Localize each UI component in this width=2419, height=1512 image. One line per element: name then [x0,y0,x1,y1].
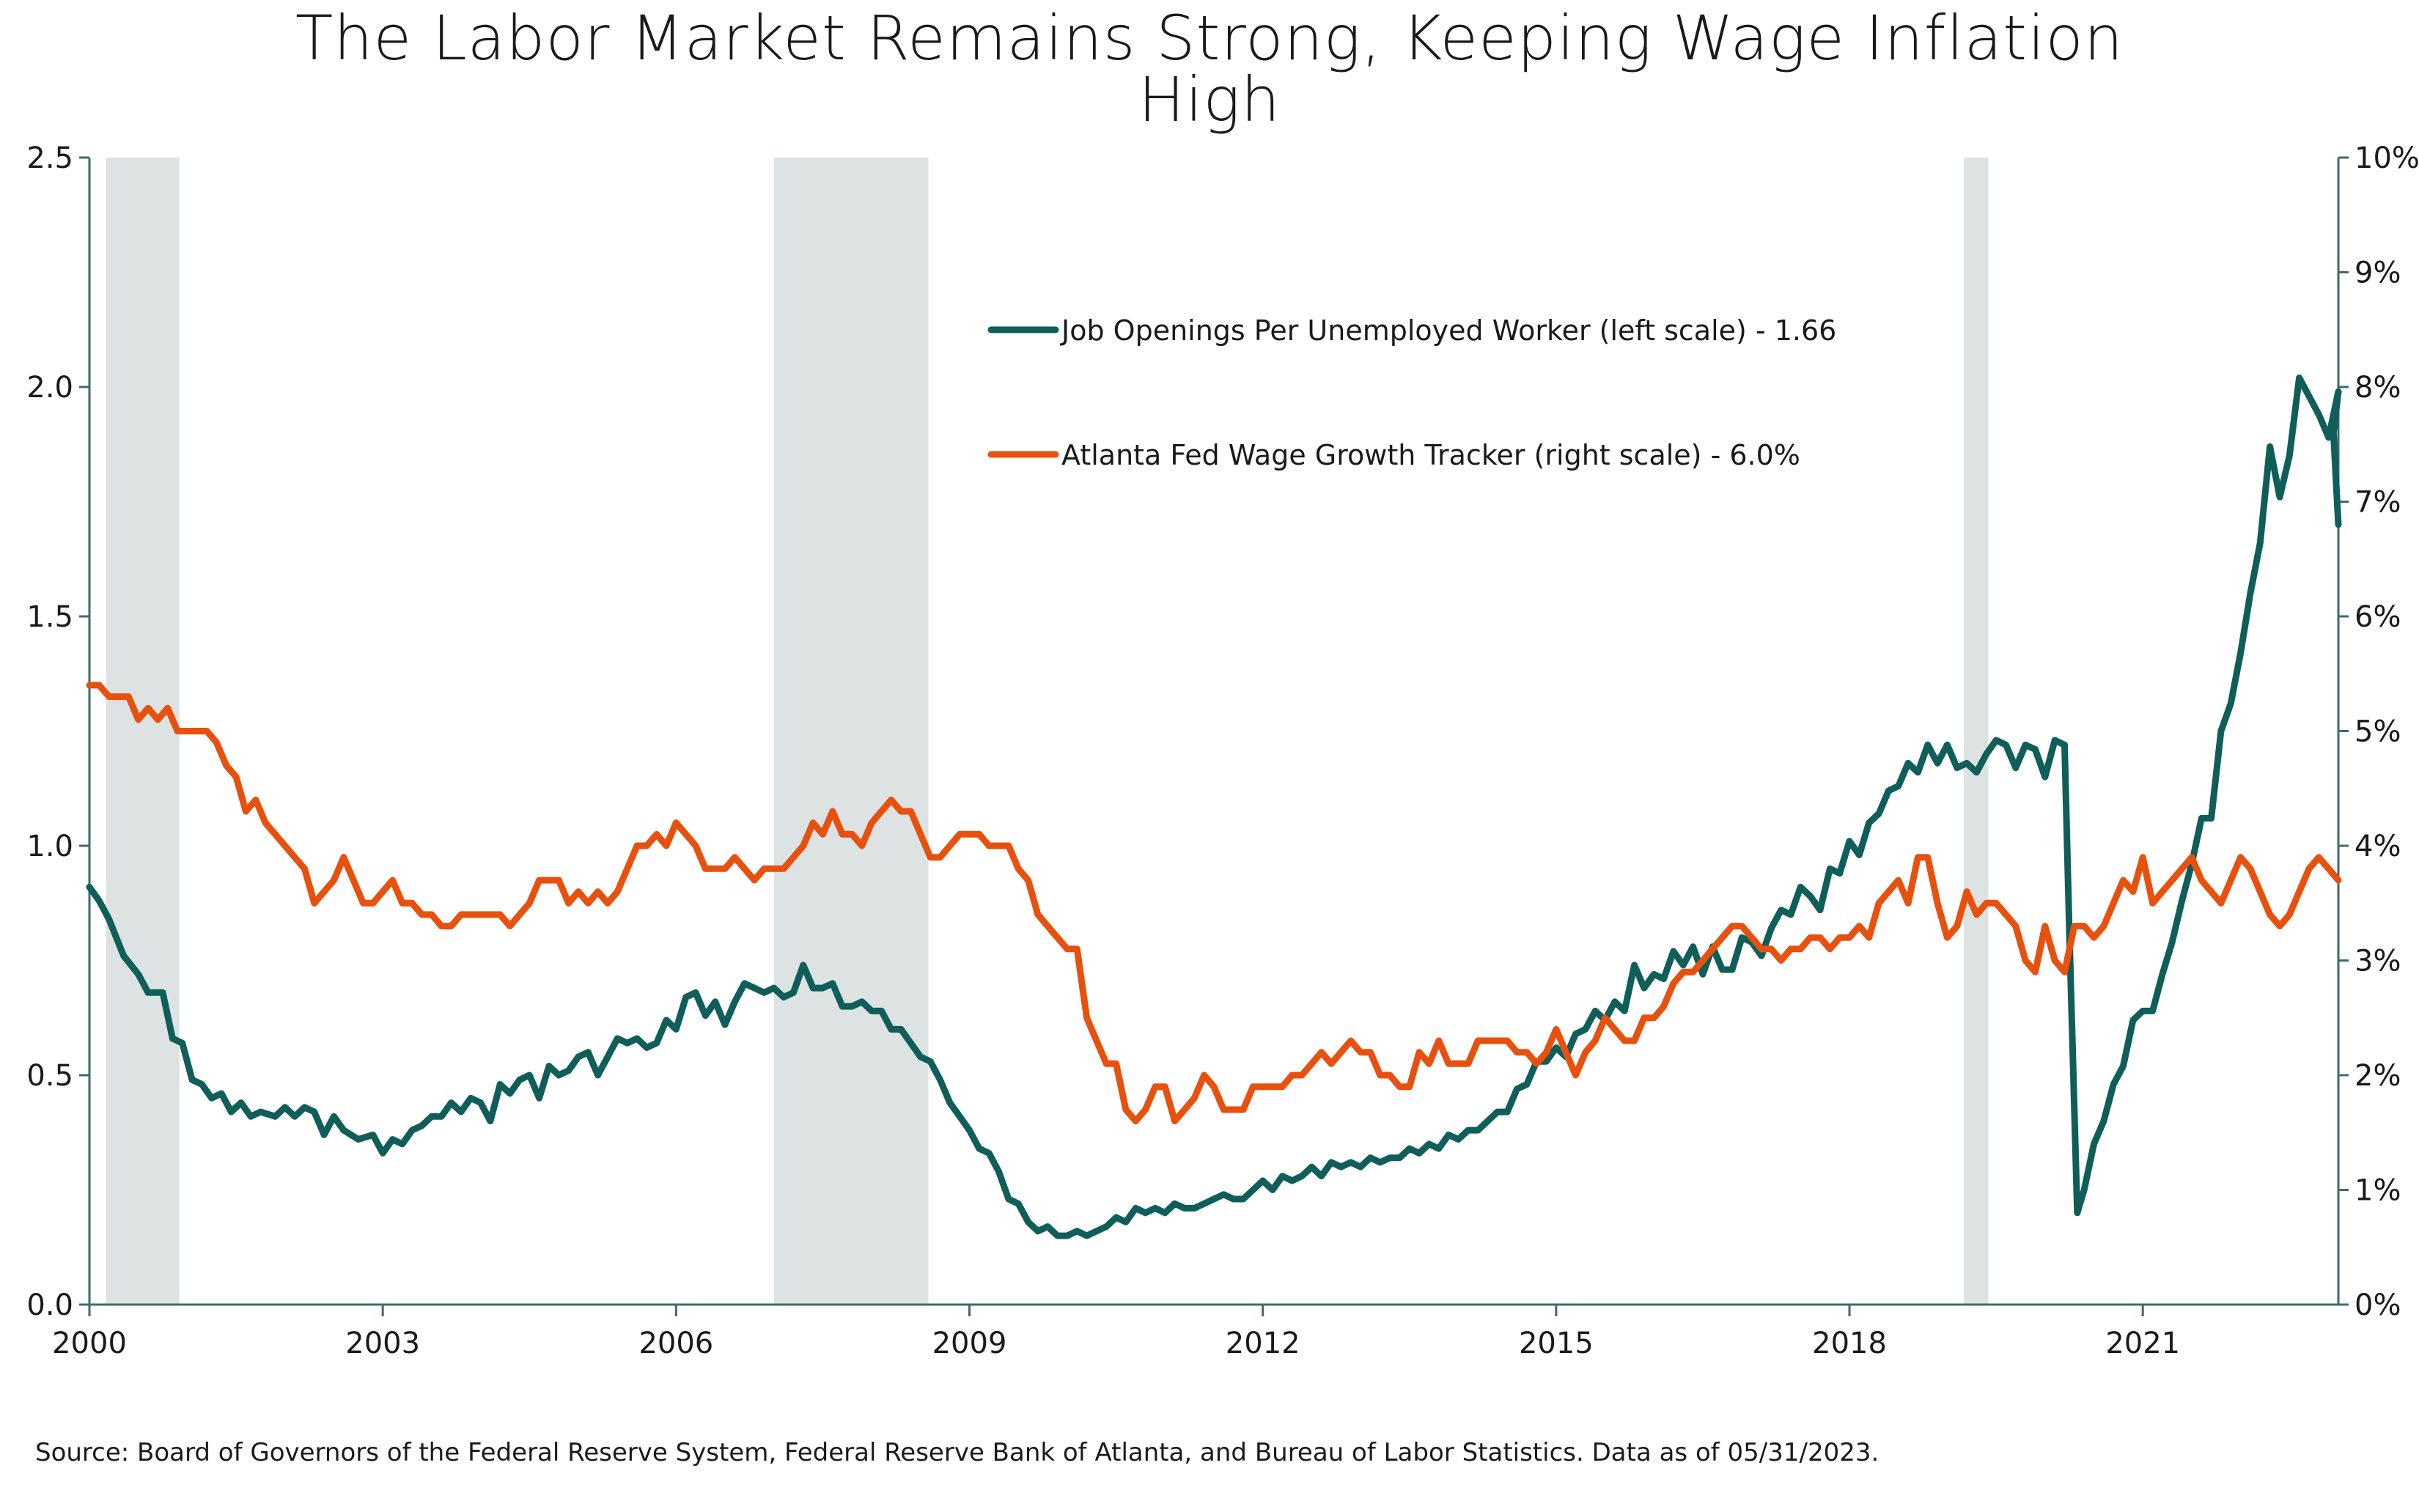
right-y-tick-label: 10% [2354,141,2419,175]
chart-title-line-2: High [1138,64,1281,136]
x-tick-label: 2021 [2105,1327,2180,1360]
recession-band-2 [773,158,929,1305]
legend-label-2: Atlanta Fed Wage Growth Tracker (right s… [1061,439,1800,471]
legend-label-1: Job Openings Per Unemployed Worker (left… [1060,314,1836,347]
right-y-tick-label: 3% [2354,945,2401,978]
x-tick-label: 2009 [932,1327,1007,1360]
left-y-tick-label: 1.5 [26,600,73,634]
x-tick-label: 2006 [638,1327,713,1360]
recession-band-3 [1964,158,1989,1305]
legend: Job Openings Per Unemployed Worker (left… [987,314,1836,471]
x-tick-label: 2015 [1519,1327,1594,1360]
left-y-tick-label: 0.0 [26,1288,73,1322]
right-y-tick-label: 5% [2354,715,2401,749]
x-tick-label: 2000 [52,1327,127,1360]
chart-title: The Labor Market Remains Strong, Keeping… [0,7,2419,130]
x-tick-label: 2003 [345,1327,420,1360]
right-y-tick-label: 1% [2354,1174,2401,1208]
right-y-tick-label: 2% [2354,1059,2401,1093]
right-y-tick-label: 0% [2354,1288,2401,1322]
left-y-tick-label: 2.5 [26,141,73,175]
right-y-tick-label: 7% [2354,486,2401,520]
left-y-tick-label: 0.5 [26,1059,73,1093]
chart-title-line-1: The Labor Market Remains Strong, Keeping… [295,2,2124,74]
recession-shading-layer [106,158,1989,1305]
wage-growth-series-line [86,682,2342,1125]
x-tick-label: 2012 [1226,1327,1300,1360]
right-y-tick-label: 9% [2354,257,2401,290]
right-y-tick-label: 8% [2354,371,2401,405]
left-y-tick-label: 2.0 [26,371,73,405]
source-note: Source: Board of Governors of the Federa… [35,1438,1879,1467]
recession-band-1 [106,158,180,1305]
axes-layer: 0.0 0.5 1.0 1.5 2.0 2.5 0% 1% 2% 3% 4% 5% 6% 7% 8% 9% 10… [26,141,2419,1360]
series-layer [86,375,2342,1239]
x-tick-label: 2018 [1812,1327,1887,1360]
right-y-tick-label: 4% [2354,830,2401,863]
job-openings-series-line [86,375,2342,1239]
right-y-tick-label: 6% [2354,600,2401,634]
left-y-tick-label: 1.0 [26,830,73,863]
